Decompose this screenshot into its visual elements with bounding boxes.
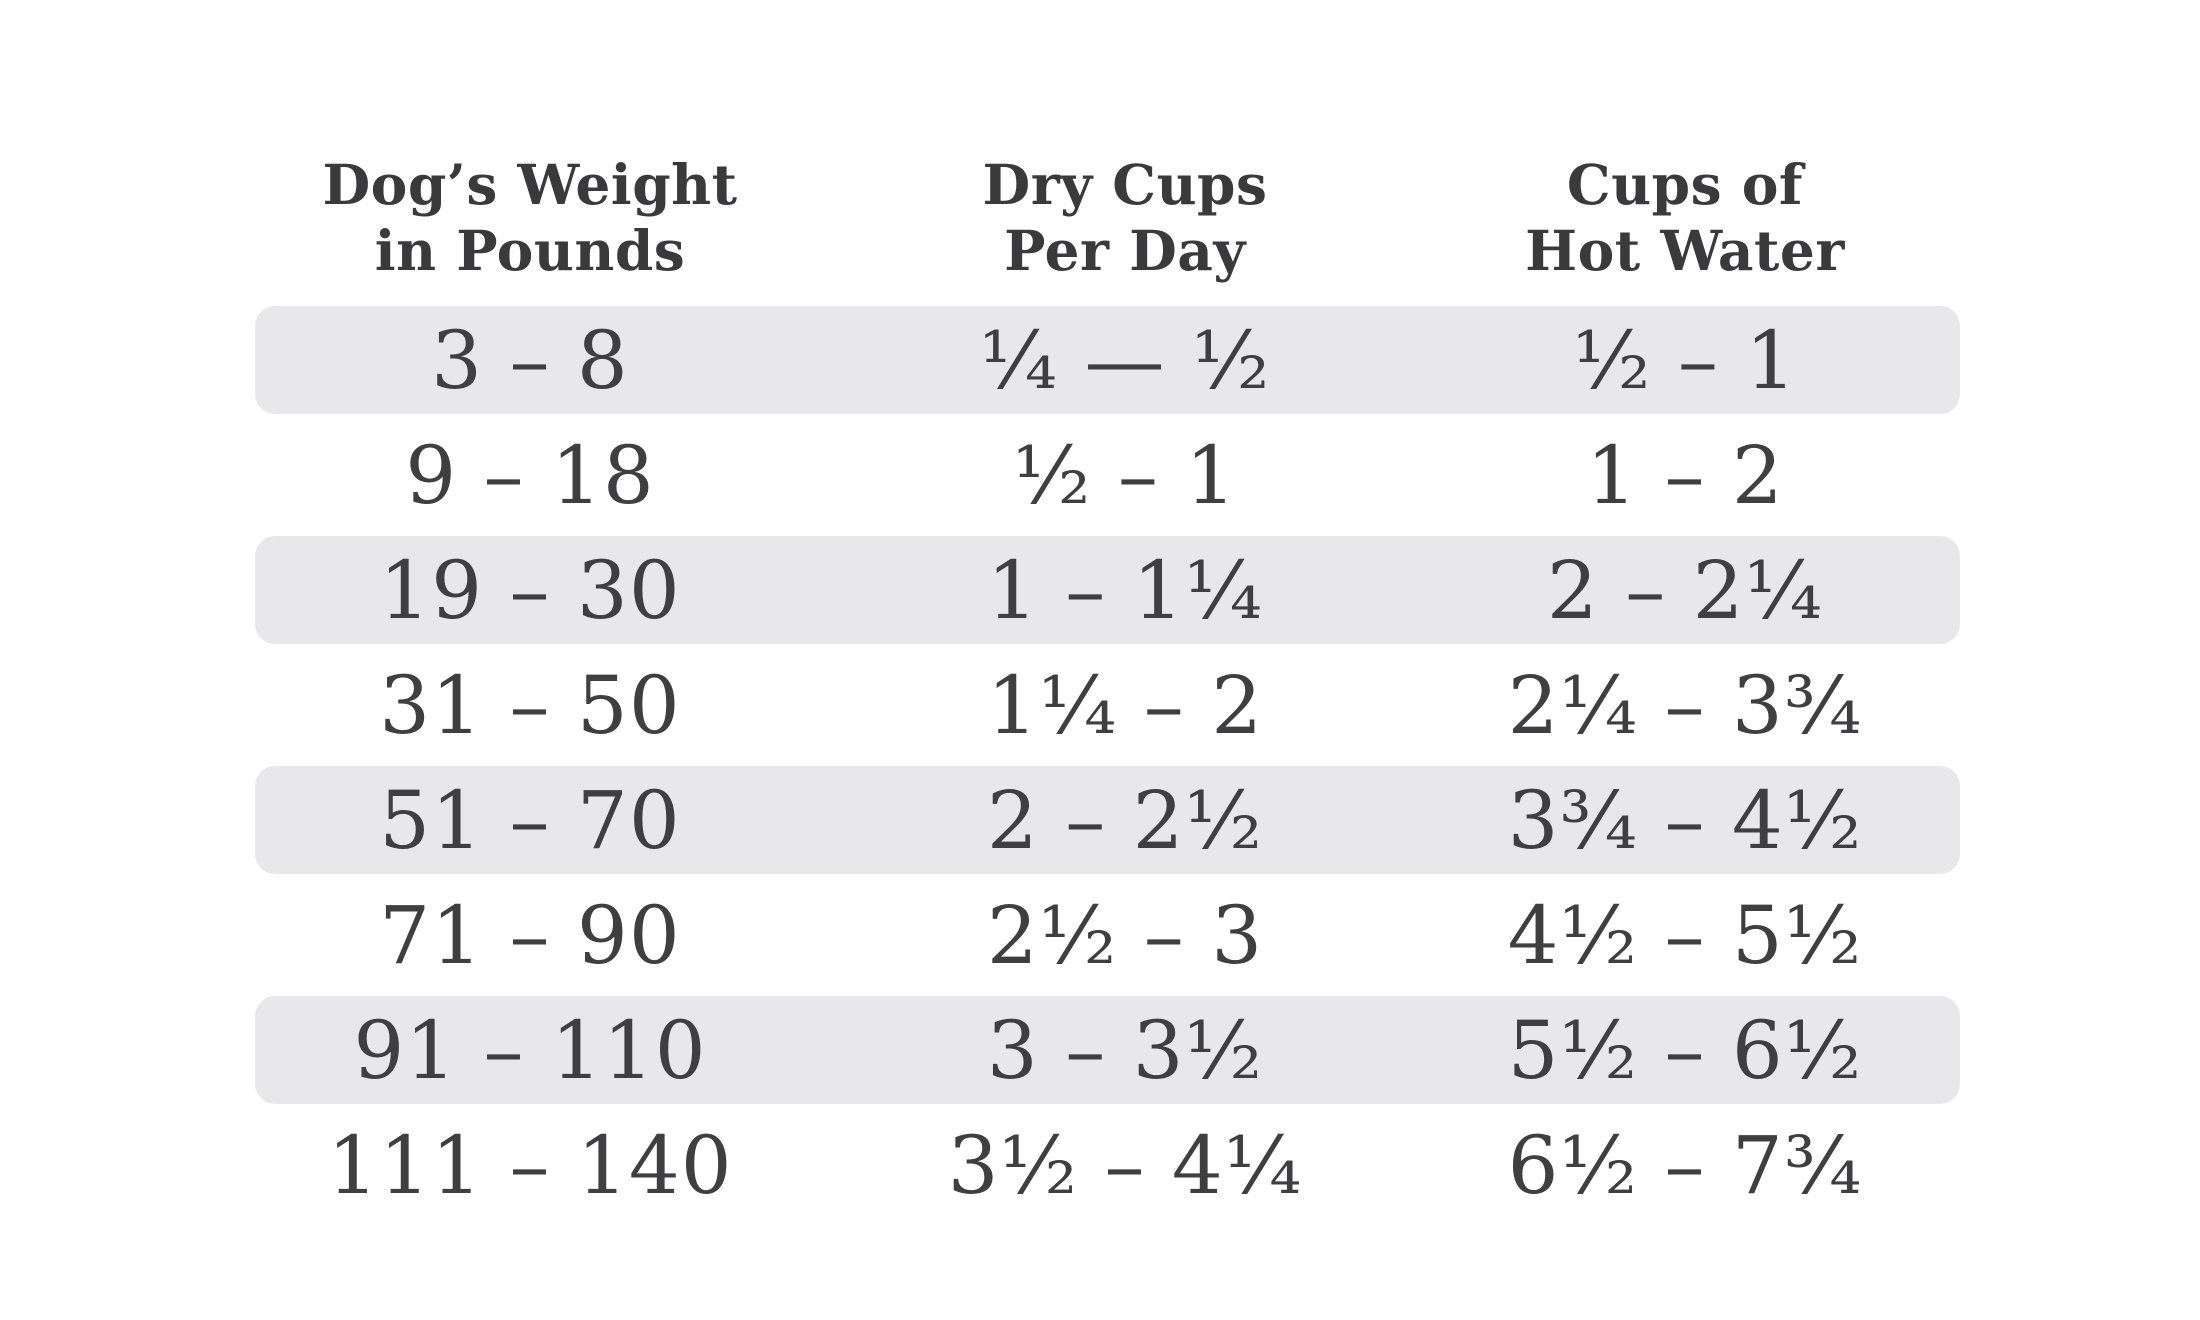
cell-dry_cups: 1¼ – 2 xyxy=(986,658,1264,752)
cell-hot_water: 5½ – 6½ xyxy=(1507,1003,1863,1097)
cell-dry_cups: 2 – 2½ xyxy=(986,773,1264,867)
column-header-dogs-weight: Dog’s Weight in Pounds xyxy=(250,152,810,284)
column-header-hot-water: Cups of Hot Water xyxy=(1440,152,1930,284)
table-row: 91 – 110 3 – 3½ 5½ – 6½ xyxy=(250,996,1960,1104)
cell-hot_water: ½ – 1 xyxy=(1572,313,1798,407)
cell-hot_water: 3¾ – 4½ xyxy=(1507,773,1863,867)
cell-dry_cups: ¼ — ½ xyxy=(979,313,1271,407)
feeding-table: Dog’s Weight in Pounds Dry Cups Per Day … xyxy=(250,152,1960,1226)
cell-hot_water: 1 – 2 xyxy=(1586,428,1784,522)
cell-weight: 3 – 8 xyxy=(431,313,629,407)
table-header-row: Dog’s Weight in Pounds Dry Cups Per Day … xyxy=(250,152,1930,284)
table-row: 71 – 90 2½ – 3 4½ – 5½ xyxy=(250,881,1930,989)
cell-dry_cups: 3 – 3½ xyxy=(986,1003,1264,1097)
cell-weight: 31 – 50 xyxy=(379,658,681,752)
table-row: 19 – 30 1 – 1¼ 2 – 2¼ xyxy=(250,536,1960,644)
table-row: 31 – 50 1¼ – 2 2¼ – 3¾ xyxy=(250,651,1930,759)
cell-weight: 71 – 90 xyxy=(379,888,681,982)
cell-weight: 111 – 140 xyxy=(327,1118,733,1212)
cell-weight: 51 – 70 xyxy=(379,773,681,867)
table-row: 3 – 8 ¼ — ½ ½ – 1 xyxy=(250,306,1960,414)
cell-dry_cups: ½ – 1 xyxy=(1012,428,1238,522)
cell-weight: 9 – 18 xyxy=(405,428,655,522)
cell-hot_water: 6½ – 7¾ xyxy=(1507,1118,1863,1212)
cell-dry_cups: 3½ – 4¼ xyxy=(947,1118,1303,1212)
table-row: 111 – 140 3½ – 4¼ 6½ – 7¾ xyxy=(250,1111,1930,1219)
cell-dry_cups: 1 – 1¼ xyxy=(986,543,1264,637)
header-line: Hot Water xyxy=(1525,218,1845,283)
header-line: Dry Cups xyxy=(982,152,1268,217)
cell-weight: 19 – 30 xyxy=(379,543,681,637)
header-line: in Pounds xyxy=(374,218,686,283)
cell-dry_cups: 2½ – 3 xyxy=(986,888,1264,982)
cell-hot_water: 2 – 2¼ xyxy=(1546,543,1824,637)
cell-hot_water: 4½ – 5½ xyxy=(1507,888,1863,982)
cell-hot_water: 2¼ – 3¾ xyxy=(1507,658,1863,752)
header-line: Dog’s Weight xyxy=(322,152,738,217)
table-row: 9 – 18 ½ – 1 1 – 2 xyxy=(250,421,1930,529)
cell-weight: 91 – 110 xyxy=(353,1003,707,1097)
header-line: Per Day xyxy=(1004,218,1246,283)
column-header-dry-cups: Dry Cups Per Day xyxy=(810,152,1440,284)
table-row: 51 – 70 2 – 2½ 3¾ – 4½ xyxy=(250,766,1960,874)
table-body: 3 – 8 ¼ — ½ ½ – 1 9 – 18 ½ – 1 1 – 2 19 – 30 1 … xyxy=(250,306,1960,1219)
header-line: Cups of xyxy=(1566,152,1804,217)
